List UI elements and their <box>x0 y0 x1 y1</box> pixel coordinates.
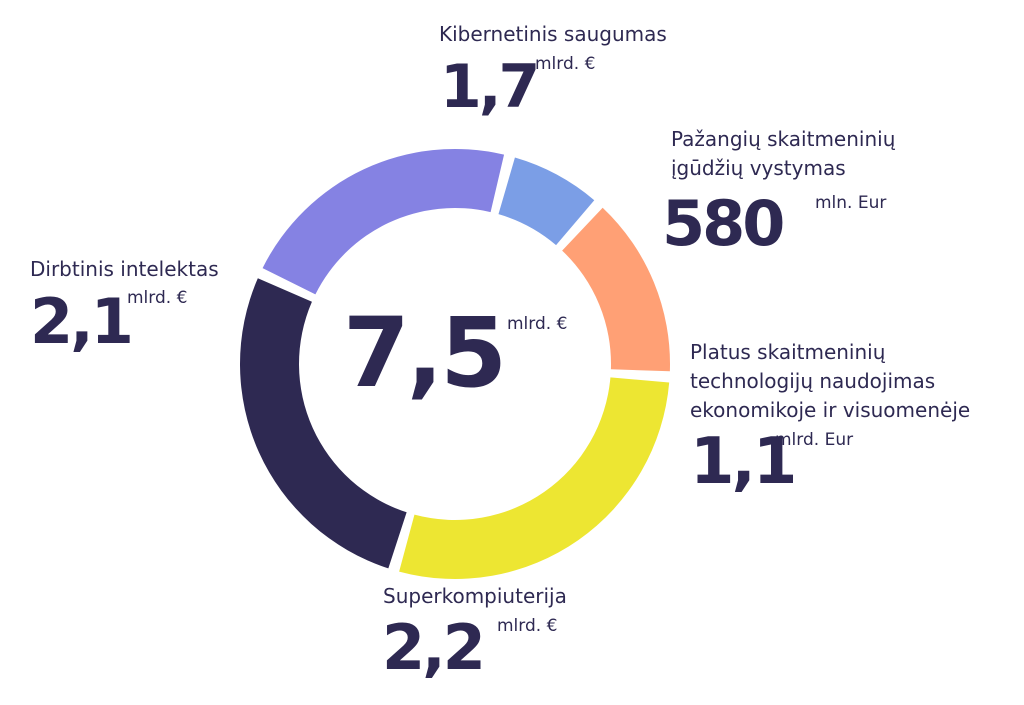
super-label: Superkompiuterija <box>383 582 567 611</box>
cyber-unit: mlrd. € <box>535 54 596 74</box>
slice-super <box>399 377 670 579</box>
total-unit: mlrd. € <box>507 314 568 334</box>
skills-label-line-2: įgūdžių vystymas <box>671 156 846 180</box>
super-unit: mlrd. € <box>497 616 558 636</box>
slice-ai <box>240 278 407 569</box>
ai-label: Dirbtinis intelektas <box>30 255 219 284</box>
cyber-label: Kibernetinis saugumas <box>439 20 667 49</box>
skills-label: Pažangių skaitmeninių įgūdžių vystymas <box>671 125 895 183</box>
skills-value: 580 <box>662 187 785 260</box>
ai-label-line: Dirbtinis intelektas <box>30 257 219 281</box>
ai-unit: mlrd. € <box>127 288 188 308</box>
cyber-label-line: Kibernetinis saugumas <box>439 22 667 46</box>
cyber-value: 1,7 <box>440 52 540 122</box>
donut-slices <box>240 149 670 579</box>
tech-label-line-2: technologijų naudojimas <box>690 369 936 393</box>
tech-unit: mlrd. Eur <box>775 430 854 450</box>
tech-label-line-1: Platus skaitmeninių <box>690 340 886 364</box>
tech-value: 1,1 <box>690 425 797 499</box>
tech-label: Platus skaitmeninių technologijų naudoji… <box>690 338 970 425</box>
ai-value: 2,1 <box>30 285 134 358</box>
super-value: 2,2 <box>382 611 486 684</box>
slice-cyber <box>262 149 505 295</box>
slice-tech <box>562 207 670 372</box>
skills-label-line-1: Pažangių skaitmeninių <box>671 127 896 151</box>
slice-skills <box>498 157 595 246</box>
tech-label-line-3: ekonomikoje ir visuomenėje <box>690 398 971 422</box>
skills-unit: mln. Eur <box>815 193 887 213</box>
super-label-line: Superkompiuterija <box>383 584 567 608</box>
total-value: 7,5 <box>343 297 507 409</box>
